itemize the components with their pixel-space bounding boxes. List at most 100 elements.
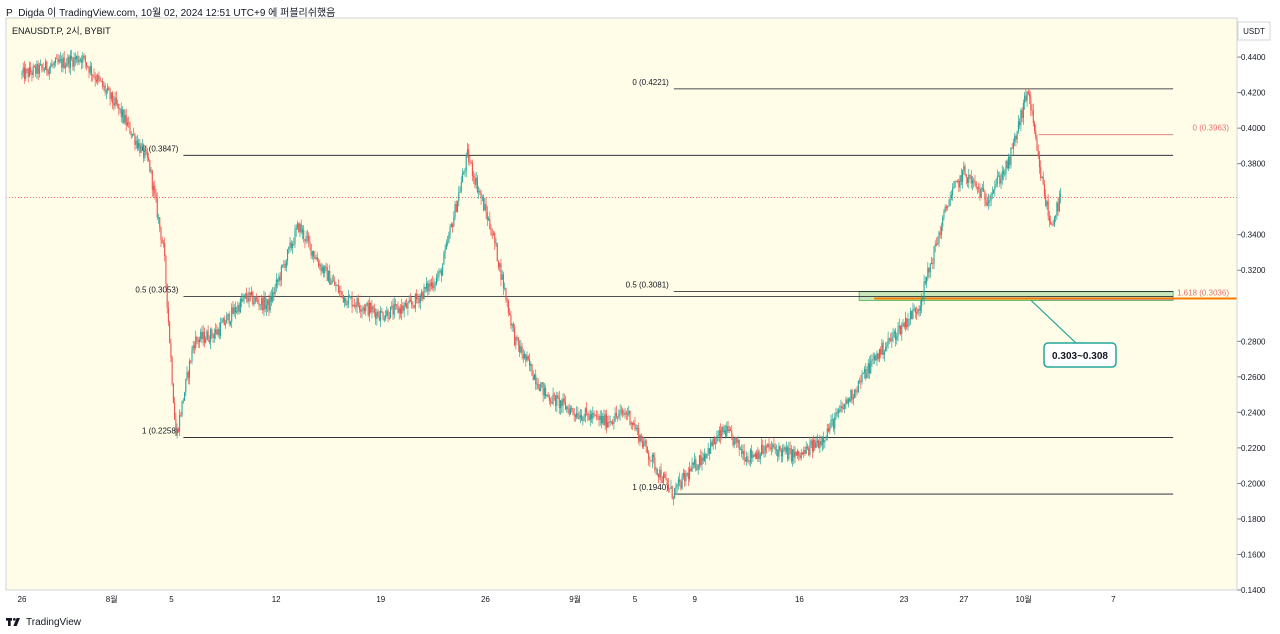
price-chart[interactable]: 0 (0.3847) 0.5 (0.3053) 1 (0.2258) 0 (0.422… <box>0 0 1280 610</box>
candle-body <box>952 188 954 196</box>
candle-body <box>656 468 658 475</box>
candle-body <box>612 422 614 425</box>
candle-body <box>593 412 595 415</box>
candle-body <box>721 426 723 438</box>
candle-body <box>717 435 719 438</box>
candle-body <box>511 323 513 326</box>
candle-body <box>671 486 673 499</box>
candle-body <box>289 242 291 248</box>
candle-body <box>327 270 330 281</box>
candle-body <box>476 177 478 193</box>
candle-body <box>620 410 622 412</box>
candle-body <box>929 263 931 273</box>
candle-body <box>729 429 732 431</box>
candle-body <box>227 313 229 316</box>
candle-body <box>801 452 804 455</box>
candle-body <box>658 474 660 478</box>
candle-body <box>1041 176 1043 179</box>
candle-body <box>1056 202 1058 216</box>
candle-body <box>82 55 84 63</box>
candle-body <box>188 360 191 378</box>
candle-body <box>722 426 724 433</box>
candle-body <box>732 436 734 446</box>
candle-body <box>345 297 347 306</box>
candle-body <box>636 427 639 429</box>
candle-body <box>966 177 969 183</box>
candle-body <box>1046 201 1048 206</box>
candle-body <box>794 451 796 458</box>
candle-body <box>450 224 452 227</box>
candle-body <box>156 198 158 218</box>
candle-body <box>930 263 933 264</box>
candle-body <box>522 354 524 359</box>
candle-body <box>356 298 358 308</box>
candle-body <box>906 318 908 328</box>
time-axis[interactable]: 26 8월 5 12 19 26 9월 5 9 16 23 27 10월 7 <box>5 17 1238 604</box>
candle-body <box>633 423 635 425</box>
candle-body <box>947 205 949 208</box>
candle-body <box>747 456 749 462</box>
candle-body <box>99 78 101 81</box>
candle-body <box>103 85 105 87</box>
candle-body <box>562 398 564 407</box>
candle-body <box>320 264 322 272</box>
candle-body <box>528 359 531 366</box>
callout-box[interactable] <box>1043 342 1117 368</box>
candle-body <box>945 206 947 208</box>
candle-body <box>999 175 1001 184</box>
candle-body <box>224 323 227 325</box>
candle-body <box>332 280 335 282</box>
candle-body <box>375 312 377 320</box>
candle-body <box>768 443 770 448</box>
candle-body <box>1027 91 1029 94</box>
candle-body <box>176 428 178 436</box>
candle-body <box>1007 157 1010 169</box>
candle-body <box>686 472 688 475</box>
candle-body <box>342 294 344 303</box>
candle-body <box>1005 161 1007 174</box>
candle-body <box>782 448 784 457</box>
candle-body <box>739 449 742 450</box>
candle-body <box>784 447 786 452</box>
candle-body <box>515 336 517 345</box>
candle-body <box>295 228 297 230</box>
candle-body <box>423 286 425 300</box>
price-axis[interactable]: USDT 0.4400 0.4200 0.4000 0.3800 0.3400 0.3200… <box>1236 18 1274 595</box>
candle-body <box>775 449 777 451</box>
candle-body <box>133 134 135 135</box>
candle-body <box>649 459 651 461</box>
candle-body <box>665 477 667 481</box>
candle-body <box>445 242 447 249</box>
candle-body <box>246 293 248 299</box>
candle-body <box>705 454 707 459</box>
candle-body <box>134 134 136 145</box>
candle-body <box>559 400 562 408</box>
candle-body <box>1050 221 1052 225</box>
candle-body <box>146 151 148 158</box>
candle-body <box>408 299 410 303</box>
candle-body <box>186 371 188 380</box>
candle-body <box>873 355 876 360</box>
candle-body <box>935 244 938 245</box>
candle-body <box>278 276 280 282</box>
candle-body <box>684 473 686 482</box>
candle-body <box>291 244 294 248</box>
candle-body <box>669 488 671 490</box>
candle-body <box>488 218 490 221</box>
candle-body <box>584 408 586 417</box>
candle-body <box>954 181 956 187</box>
candle-body <box>898 325 900 329</box>
candle-body <box>532 375 534 380</box>
price-tick-label: 0.1800 <box>1241 515 1266 524</box>
candle-body <box>726 425 728 437</box>
candle-body <box>535 374 537 385</box>
candle-body <box>141 144 143 146</box>
candle-body <box>875 355 877 361</box>
candle-body <box>976 187 979 188</box>
candle-body <box>45 61 47 70</box>
candle-body <box>759 454 761 459</box>
candle-body <box>336 285 338 287</box>
chart-container[interactable]: 0 (0.3847) 0.5 (0.3053) 1 (0.2258) 0 (0.422… <box>0 0 1280 610</box>
candle-body <box>170 342 172 358</box>
candle-body <box>810 440 812 444</box>
